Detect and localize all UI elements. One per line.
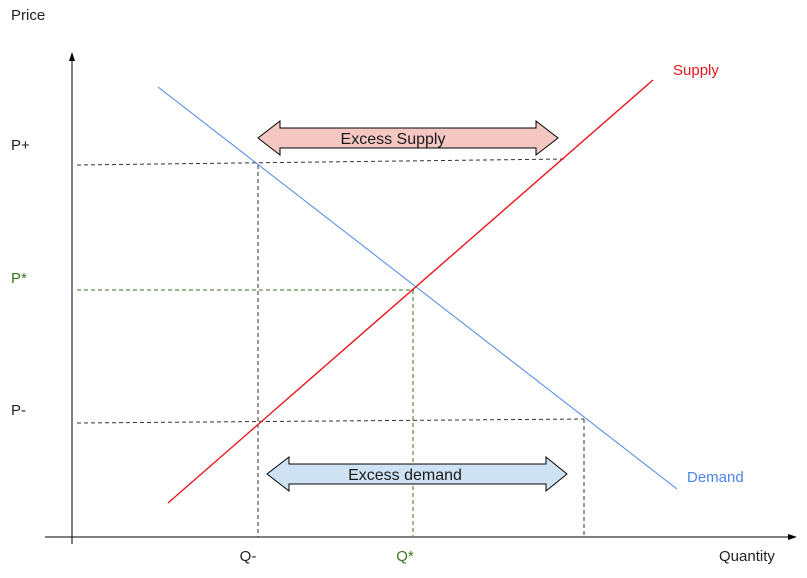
excess-demand-label: Excess demand <box>348 467 462 484</box>
excess-supply-arrow <box>257 119 559 157</box>
price-label-p-low: P- <box>11 402 26 419</box>
quantity-label-q-star: Q* <box>396 548 414 565</box>
price-label-p-star: P* <box>11 270 27 287</box>
demand-curve-label: Demand <box>687 469 744 486</box>
y-axis-arrowhead <box>69 52 75 61</box>
excess-supply-label: Excess Supply <box>341 131 446 148</box>
price-label-p-high: P+ <box>11 137 30 154</box>
x-axis-arrowhead <box>788 534 797 540</box>
supply-curve-label: Supply <box>673 62 719 79</box>
p-low-guide-line <box>76 418 585 424</box>
y-axis-title: Price <box>11 7 45 24</box>
demand-curve <box>157 86 678 490</box>
x-axis-title: Quantity <box>719 548 775 565</box>
quantity-label-q-low: Q- <box>240 548 257 565</box>
supply-curve <box>167 79 654 504</box>
p-high-guide-line <box>76 158 566 166</box>
excess-demand-arrow <box>266 455 568 493</box>
